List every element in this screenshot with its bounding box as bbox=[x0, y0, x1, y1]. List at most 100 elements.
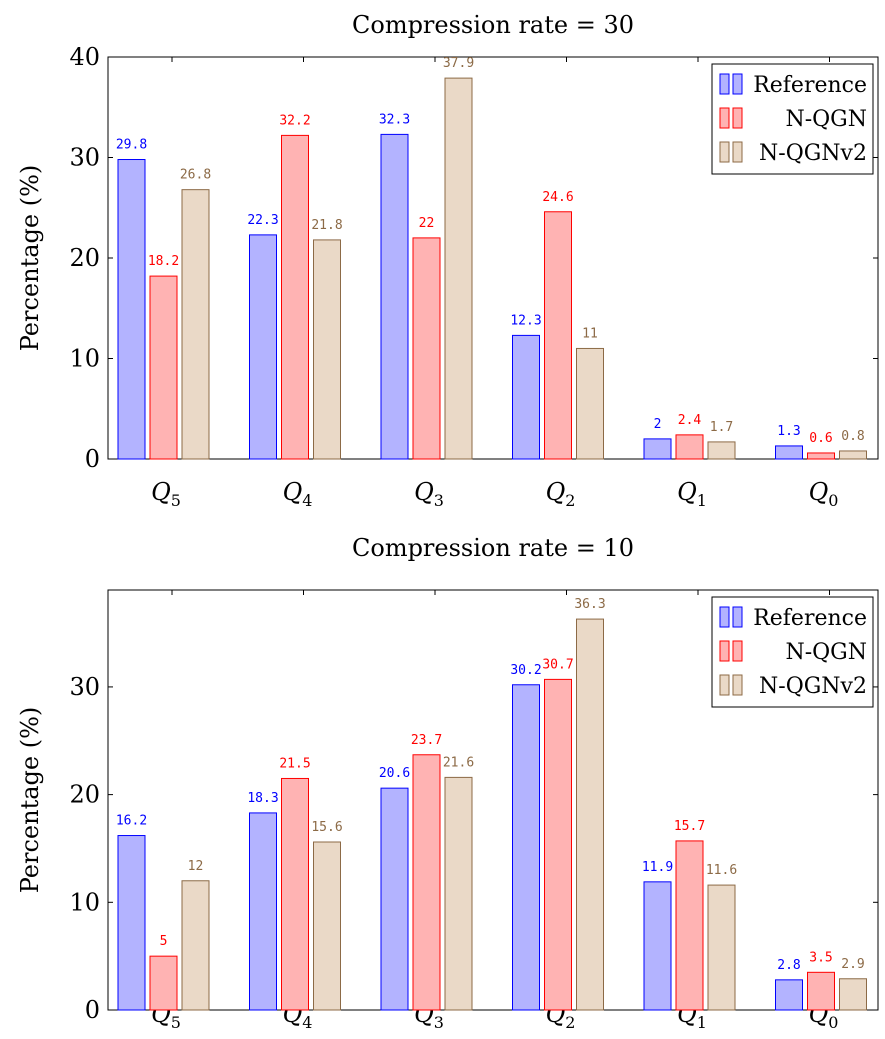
data-label: 36.3 bbox=[574, 597, 605, 612]
x-tick-label: Q2 bbox=[546, 478, 576, 510]
bar-n-qgnv2-q3 bbox=[444, 77, 473, 460]
bar-n-qgn-q2 bbox=[544, 211, 572, 460]
legend-swatch bbox=[732, 674, 743, 696]
chart-title: Compression rate = 10 bbox=[352, 534, 634, 562]
data-label: 11 bbox=[582, 326, 598, 341]
bar-n-qgnv2-q1 bbox=[707, 441, 736, 460]
bar-n-qgn-q0 bbox=[807, 971, 835, 1011]
bar-n-qgn-q1 bbox=[675, 434, 704, 460]
bar-n-qgnv2-q3 bbox=[444, 776, 473, 1011]
bar-reference-q5 bbox=[117, 159, 146, 460]
bar-reference-q0 bbox=[775, 445, 803, 460]
bar-reference-q2 bbox=[512, 334, 540, 460]
y-axis-label: Percentage (%) bbox=[16, 165, 44, 352]
data-label: 12.3 bbox=[510, 313, 541, 328]
bar-n-qgn-q0 bbox=[807, 452, 835, 460]
data-label: 3.5 bbox=[809, 950, 832, 965]
data-label: 16.2 bbox=[116, 814, 147, 829]
y-tick-label: 10 bbox=[69, 345, 100, 373]
legend-swatch bbox=[719, 606, 730, 628]
x-tick-label: Q1 bbox=[677, 478, 707, 510]
bar-reference-q4 bbox=[249, 234, 277, 460]
y-tick-label: 40 bbox=[69, 43, 100, 71]
data-label: 2 bbox=[654, 417, 662, 432]
y-tick-label: 0 bbox=[85, 445, 100, 473]
data-label: 22.3 bbox=[247, 213, 278, 228]
bar-reference-q1 bbox=[643, 438, 672, 460]
chart-compression-10: Compression rate = 10 Percentage (%) 0 10 20… bbox=[16, 534, 879, 1032]
data-label: 11.9 bbox=[642, 860, 673, 875]
data-label: 15.7 bbox=[674, 819, 705, 834]
data-label: 26.8 bbox=[180, 168, 211, 183]
data-label: 1.7 bbox=[710, 420, 733, 435]
legend-swatch bbox=[732, 73, 743, 95]
x-tick-label: Q0 bbox=[809, 478, 839, 510]
bar-reference-q1 bbox=[643, 881, 672, 1011]
data-label: 18.3 bbox=[247, 791, 278, 806]
data-label: 2.4 bbox=[678, 413, 702, 428]
legend-swatch bbox=[719, 73, 730, 95]
legend: Reference N-QGN N-QGNv2 bbox=[711, 63, 874, 175]
data-label: 0.6 bbox=[809, 431, 832, 446]
bar-n-qgn-q4 bbox=[281, 777, 309, 1011]
data-label: 1.3 bbox=[777, 424, 800, 439]
bar-n-qgnv2-q5 bbox=[181, 880, 210, 1011]
data-label: 5 bbox=[160, 934, 168, 949]
bar-n-qgnv2-q1 bbox=[707, 884, 736, 1011]
bar-n-qgn-q3 bbox=[412, 754, 441, 1011]
bar-reference-q3 bbox=[380, 133, 409, 460]
bar-n-qgn-q1 bbox=[675, 840, 704, 1011]
y-axis-label: Percentage (%) bbox=[16, 707, 44, 894]
bar-n-qgnv2-q4 bbox=[313, 239, 341, 460]
data-label: 21.5 bbox=[279, 756, 310, 771]
bar-n-qgn-q4 bbox=[281, 134, 309, 460]
data-label: 24.6 bbox=[542, 190, 573, 205]
legend-label: Reference bbox=[753, 73, 867, 98]
bar-n-qgnv2-q2 bbox=[576, 347, 604, 460]
bar-reference-q2 bbox=[512, 684, 540, 1011]
bar-n-qgn-q2 bbox=[544, 678, 572, 1011]
plot-frame bbox=[107, 589, 879, 1011]
legend-label: Reference bbox=[753, 606, 867, 631]
legend-label: N-QGN bbox=[785, 640, 867, 665]
legend-swatch bbox=[732, 141, 743, 163]
data-label: 18.2 bbox=[148, 254, 179, 269]
bar-n-qgn-q5 bbox=[149, 275, 178, 460]
data-label: 32.3 bbox=[379, 112, 410, 127]
bar-n-qgn-q5 bbox=[149, 955, 178, 1011]
legend-swatch bbox=[719, 107, 730, 129]
bar-n-qgnv2-q0 bbox=[839, 978, 867, 1011]
data-label: 2.8 bbox=[777, 958, 800, 973]
data-label: 0.8 bbox=[841, 429, 864, 444]
bar-n-qgnv2-q2 bbox=[576, 618, 604, 1011]
legend-label: N-QGNv2 bbox=[759, 674, 867, 699]
bar-reference-q0 bbox=[775, 979, 803, 1011]
bar-n-qgn-q3 bbox=[412, 237, 441, 460]
x-tick-label: Q4 bbox=[283, 478, 313, 510]
y-tick-label: 30 bbox=[69, 144, 100, 172]
data-label: 20.6 bbox=[379, 766, 410, 781]
data-label: 15.6 bbox=[311, 820, 342, 835]
legend-swatch bbox=[719, 141, 730, 163]
legend-label: N-QGN bbox=[785, 107, 867, 132]
data-label: 29.8 bbox=[116, 138, 147, 153]
bar-n-qgnv2-q4 bbox=[313, 841, 341, 1011]
chart-title: Compression rate = 30 bbox=[352, 11, 634, 39]
data-label: 21.8 bbox=[311, 218, 342, 233]
y-tick-label: 0 bbox=[85, 996, 100, 1024]
data-label: 37.9 bbox=[443, 56, 474, 71]
x-tick-label: Q3 bbox=[414, 478, 444, 510]
data-label: 30.2 bbox=[510, 663, 541, 678]
legend-label: N-QGNv2 bbox=[759, 141, 867, 166]
y-tick-label: 30 bbox=[69, 673, 100, 701]
bar-reference-q5 bbox=[117, 835, 146, 1011]
y-tick-label: 20 bbox=[69, 244, 100, 272]
data-label: 32.2 bbox=[279, 113, 310, 128]
legend-swatch bbox=[719, 674, 730, 696]
data-label: 12 bbox=[188, 859, 204, 874]
legend-swatch bbox=[732, 107, 743, 129]
legend-swatch bbox=[732, 606, 743, 628]
bar-reference-q4 bbox=[249, 812, 277, 1011]
